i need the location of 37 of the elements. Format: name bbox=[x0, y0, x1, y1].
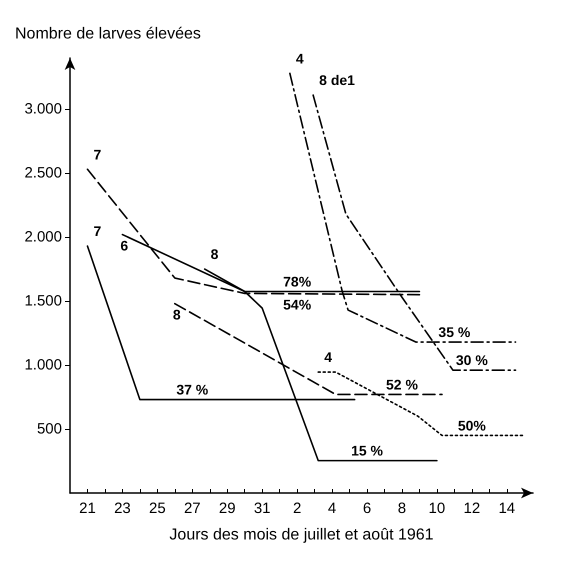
series-label: 8 bbox=[210, 246, 219, 262]
x-tick-label: 4 bbox=[328, 500, 336, 517]
x-tick-label: 21 bbox=[79, 500, 96, 517]
x-tick-label: 6 bbox=[362, 500, 372, 517]
x-tick-label: 31 bbox=[254, 500, 271, 517]
series-label: 7 bbox=[93, 146, 102, 162]
x-tick-label: 8 bbox=[398, 500, 406, 517]
annotation: 37 % bbox=[176, 382, 209, 398]
x-tick-label: 2 bbox=[292, 500, 302, 517]
y-tick-label: 2.000 bbox=[24, 228, 62, 246]
y-tick-label: 500 bbox=[36, 420, 62, 438]
x-axis-title: Jours des mois de juillet et août 1961 bbox=[169, 526, 434, 544]
x-tick-label: 12 bbox=[464, 500, 480, 517]
series-label: 6 bbox=[120, 238, 128, 254]
annotation: 54% bbox=[283, 296, 312, 313]
annotation: 30 % bbox=[456, 352, 488, 368]
annotation: 52 % bbox=[386, 376, 418, 392]
annotation: 50% bbox=[458, 417, 486, 434]
x-tick-label: 10 bbox=[428, 500, 446, 517]
x-tick-label: 29 bbox=[218, 500, 236, 517]
annotation: 15 % bbox=[351, 442, 384, 459]
y-tick-label: 3.000 bbox=[24, 100, 62, 118]
x-tick-label: 27 bbox=[184, 500, 201, 517]
annotation: 35 % bbox=[438, 324, 471, 340]
x-tick-label: 14 bbox=[498, 500, 516, 517]
series-label: 8 de1 bbox=[319, 72, 356, 88]
y-axis-title: Nombre de larves élevées bbox=[15, 26, 201, 42]
x-tick-label: 25 bbox=[149, 500, 166, 517]
series-label: 7 bbox=[93, 223, 102, 240]
x-tick-label: 23 bbox=[114, 500, 131, 517]
y-tick-label: 1.000 bbox=[24, 356, 62, 374]
y-tick-label: 2.500 bbox=[24, 164, 62, 182]
y-tick-label: 1.500 bbox=[24, 292, 62, 310]
series-label: 4 bbox=[296, 50, 304, 66]
annotation: 78% bbox=[283, 273, 312, 290]
series-label: 4 bbox=[324, 349, 332, 366]
series-label: 8 bbox=[172, 306, 181, 323]
